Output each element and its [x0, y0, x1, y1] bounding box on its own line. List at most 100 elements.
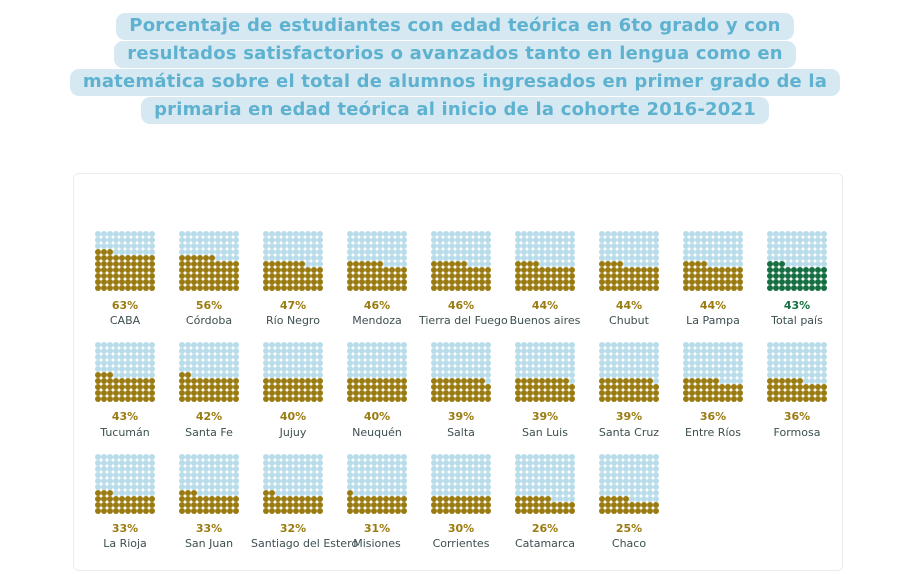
waffle-dot [389, 378, 395, 385]
waffle-dot [119, 243, 125, 249]
waffle-dot [683, 243, 689, 249]
waffle-dot [599, 483, 605, 490]
waffle-dot [191, 372, 197, 379]
waffle-dot [431, 360, 437, 367]
waffle-dot [545, 489, 551, 496]
waffle-dot [521, 366, 527, 373]
waffle-province-label: Jujuy [279, 425, 307, 439]
waffle-dot [533, 483, 539, 490]
waffle-dot [635, 237, 641, 243]
waffle-dot [113, 279, 119, 285]
waffle-dot [215, 501, 221, 508]
waffle-dot [383, 285, 389, 291]
waffle-dot [95, 471, 101, 478]
waffle-dot [317, 459, 323, 466]
waffle-dot [209, 471, 215, 478]
waffle-dot [479, 489, 485, 496]
waffle-dot [299, 273, 305, 279]
waffle-dot [467, 354, 473, 361]
waffle-dot [563, 285, 569, 291]
waffle-dot [545, 366, 551, 373]
waffle-dot [311, 249, 317, 255]
waffle-dot [785, 396, 791, 403]
waffle-dot [275, 237, 281, 243]
waffle-dot [191, 477, 197, 484]
waffle-dot [383, 348, 389, 355]
waffle-dot [653, 501, 659, 508]
waffle-dot [215, 348, 221, 355]
waffle-dot [299, 249, 305, 255]
waffle-dot [785, 360, 791, 367]
waffle-dot [701, 390, 707, 397]
waffle-dot [629, 477, 635, 484]
waffle-dot [203, 453, 209, 460]
waffle-dot [701, 255, 707, 261]
waffle-dot [599, 477, 605, 484]
waffle-dot [689, 279, 695, 285]
waffle-dot [533, 501, 539, 508]
waffle-dot [689, 366, 695, 373]
waffle-dot [275, 453, 281, 460]
waffle-dot [473, 483, 479, 490]
waffle-dot [455, 342, 461, 349]
waffle-value-label: 44% [531, 299, 559, 312]
waffle-dot [611, 501, 617, 508]
waffle-dot [647, 471, 653, 478]
waffle-dot [527, 483, 533, 490]
waffle-dot [353, 459, 359, 466]
waffle-dot [209, 459, 215, 466]
waffle-dot [695, 237, 701, 243]
waffle-dot [557, 285, 563, 291]
waffle-dot [461, 501, 467, 508]
waffle-dot [527, 360, 533, 367]
waffle-dot [113, 459, 119, 466]
waffle-dot [599, 501, 605, 508]
waffle-dot [803, 267, 809, 273]
waffle-dot [551, 396, 557, 403]
title-line-4-text: primaria en edad teórica al inicio de la… [141, 97, 769, 124]
waffle-dot [305, 273, 311, 279]
waffle-dot [479, 495, 485, 502]
waffle-dot [611, 471, 617, 478]
waffle-dot [305, 465, 311, 472]
waffle-dot [695, 243, 701, 249]
waffle-dot [263, 507, 269, 514]
waffle-dot [455, 243, 461, 249]
waffle-dot [389, 255, 395, 261]
waffle-dot [569, 465, 575, 472]
waffle-dot [275, 267, 281, 273]
waffle-dot [773, 366, 779, 373]
waffle-dot [185, 237, 191, 243]
waffle-dot [647, 477, 653, 484]
waffle-dot [227, 465, 233, 472]
waffle-dot [527, 465, 533, 472]
waffle-dot [719, 342, 725, 349]
waffle-dot [209, 243, 215, 249]
waffle-dot [383, 267, 389, 273]
waffle-dot [383, 459, 389, 466]
waffle-dot [527, 249, 533, 255]
waffle-dot [515, 465, 521, 472]
waffle-dot [107, 267, 113, 273]
waffle-dot [365, 396, 371, 403]
waffle-dot [227, 378, 233, 385]
waffle-dot [377, 249, 383, 255]
waffle-dot [371, 255, 377, 261]
waffle-dot [143, 378, 149, 385]
waffle-dot [599, 366, 605, 373]
waffle-dot [791, 384, 797, 391]
waffle-dot [563, 348, 569, 355]
waffle-dot [107, 453, 113, 460]
waffle-dot [197, 360, 203, 367]
waffle-dot [473, 285, 479, 291]
waffle-dot [611, 507, 617, 514]
waffle-dot [545, 354, 551, 361]
waffle-dot [515, 483, 521, 490]
waffle-dot [365, 231, 371, 237]
waffle-dot [299, 465, 305, 472]
waffle-dot [635, 354, 641, 361]
waffle-dot [449, 366, 455, 373]
waffle-dot [281, 396, 287, 403]
waffle-dot [365, 477, 371, 484]
waffle-cell-catamarca: 26% Catamarca [503, 453, 587, 550]
